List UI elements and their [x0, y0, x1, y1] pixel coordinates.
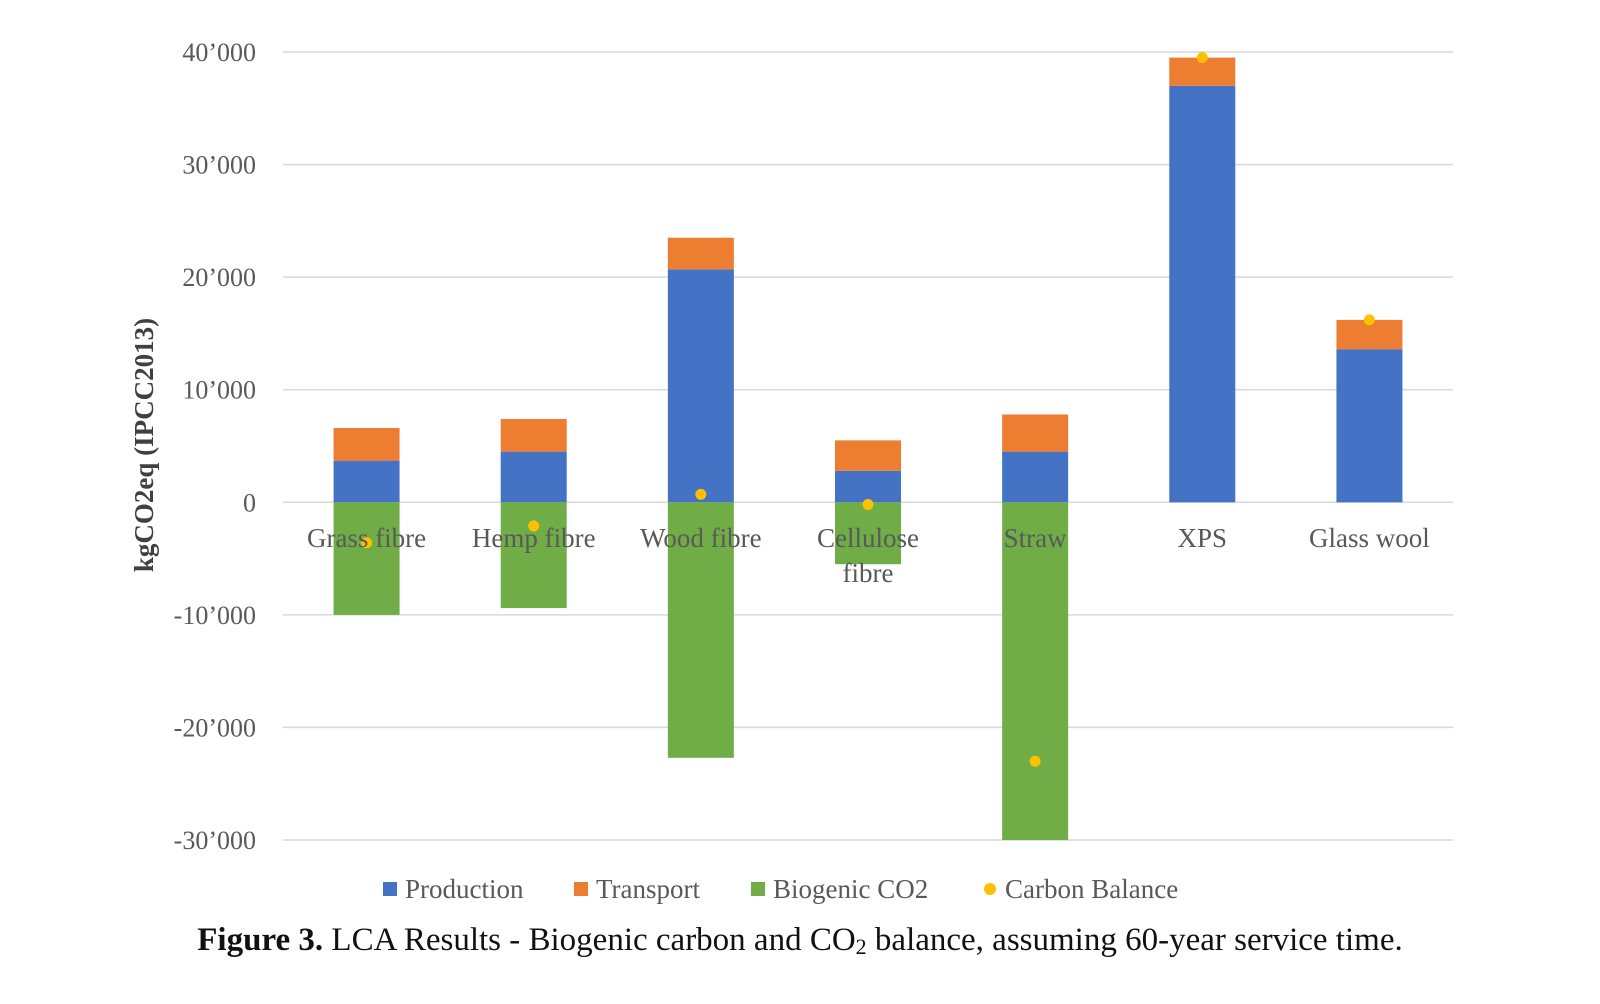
y-tick-label: 40’000 [182, 38, 256, 67]
bar-production [500, 451, 567, 503]
category-labels: Grass fibre Hemp fibre Wood fibre Cellulose… [307, 523, 1430, 588]
category-label: XPS [1178, 523, 1228, 553]
carbon-balance-point [528, 520, 540, 532]
y-tick-label: 10’000 [182, 376, 256, 405]
figure-caption: Figure 3. LCA Results - Biogenic carbon … [0, 922, 1600, 959]
legend-label: Transport [596, 874, 701, 904]
carbon-balance-point [695, 488, 707, 500]
y-tick-label: -20’000 [174, 713, 256, 742]
caption-text-after: balance, assuming 60-year service time. [866, 922, 1403, 958]
caption-text-before: LCA Results - Biogenic carbon and CO [323, 922, 856, 958]
y-tick-label: -10’000 [174, 601, 256, 630]
bar-production [333, 460, 400, 503]
category-label: Glass wool [1309, 523, 1430, 553]
legend-swatch [574, 882, 588, 896]
legend: Production Transport Biogenic CO2 Carbon Ba… [383, 874, 1178, 904]
bar-transport [835, 440, 901, 471]
category-label: Straw [1004, 523, 1067, 553]
legend-swatch [751, 882, 765, 896]
category-label: Grass fibre [307, 523, 426, 553]
legend-label: Biogenic CO2 [773, 874, 928, 904]
bar-biogenic-co2 [500, 502, 567, 609]
legend-label: Carbon Balance [1005, 874, 1178, 904]
carbon-balance-point [862, 499, 874, 511]
bar-transport [333, 427, 400, 461]
legend-swatch [383, 882, 397, 896]
caption-label: Figure 3. [197, 922, 324, 958]
carbon-balance-point [1196, 52, 1208, 64]
carbon-balance-points [361, 52, 1375, 767]
y-tick-label: 0 [243, 488, 256, 517]
y-tick-label: 30’000 [182, 151, 256, 180]
y-tick-label: -30’000 [174, 826, 256, 855]
chart: 40’000 30’000 20’000 10’000 0 -10’000 -20’000 -… [129, 38, 1453, 904]
legend-label: Production [405, 874, 524, 904]
bar-production [1002, 451, 1069, 503]
category-label: Wood fibre [640, 523, 762, 553]
carbon-balance-point [1029, 755, 1041, 767]
carbon-balance-point [1363, 314, 1375, 326]
carbon-balance-point [361, 537, 373, 549]
bar-biogenic-co2 [1002, 502, 1069, 840]
bar-biogenic-co2 [667, 502, 734, 758]
bar-transport [500, 418, 567, 452]
caption-subscript: 2 [855, 934, 867, 959]
bar-production [1336, 349, 1403, 503]
bar-biogenic-co2 [835, 502, 901, 565]
category-label: Hemp fibre [472, 523, 596, 553]
y-axis-label: kgCO2eq (IPCC2013) [129, 318, 159, 572]
bar-transport [667, 237, 734, 270]
legend-swatch [984, 883, 996, 895]
bars [333, 57, 1403, 840]
category-label: Cellulose [817, 523, 919, 553]
bar-biogenic-co2 [333, 502, 400, 615]
bar-production [1169, 85, 1236, 503]
bar-production [667, 269, 734, 503]
y-tick-label: 20’000 [182, 263, 256, 292]
bar-production [835, 470, 901, 503]
bar-transport [1002, 414, 1069, 452]
y-tick-labels: 40’000 30’000 20’000 10’000 0 -10’000 -20’000 -… [174, 38, 256, 855]
category-label: fibre [843, 558, 894, 588]
